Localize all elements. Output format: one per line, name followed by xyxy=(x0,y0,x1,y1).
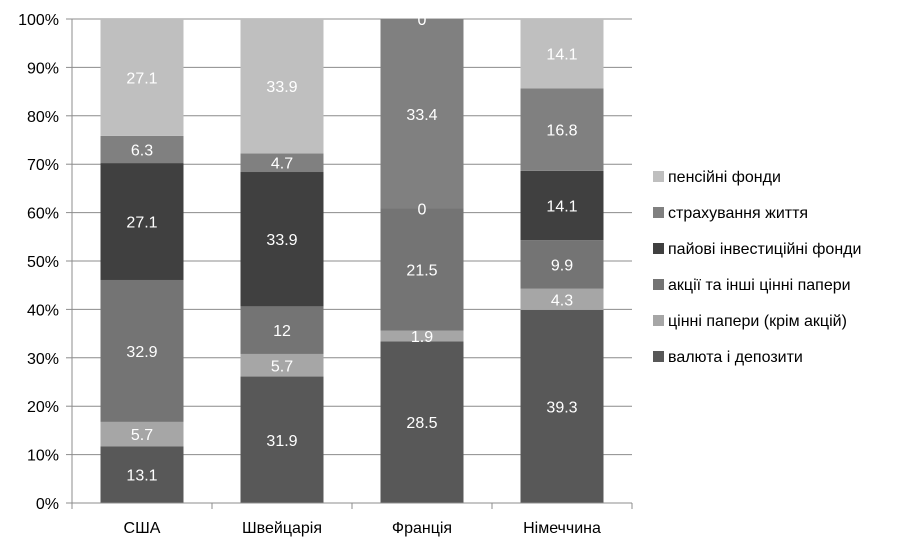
legend-swatch xyxy=(653,171,664,182)
data-label: 5.7 xyxy=(131,427,153,444)
bar-segment xyxy=(380,19,464,209)
y-tick-label: 90% xyxy=(27,60,59,77)
bar-segment xyxy=(100,279,184,422)
y-tick-label: 100% xyxy=(18,12,59,29)
data-labels: 13.1 5.7 32.9 27.1 6.3 27.1 31.9 5.7 12 33.9 4.7 33… xyxy=(126,12,577,485)
legend-label: страхування життя xyxy=(668,205,808,222)
legend-swatch xyxy=(653,207,664,218)
data-label: 12 xyxy=(273,323,291,340)
y-tick-label: 10% xyxy=(27,448,59,465)
data-label: 32.9 xyxy=(126,344,157,361)
bar-segment xyxy=(240,19,324,154)
y-tick-label: 0% xyxy=(36,496,59,513)
x-category-label: Німеччина xyxy=(523,520,601,537)
data-label: 1.9 xyxy=(411,329,433,346)
bar-segment xyxy=(380,341,464,503)
data-label: 14.1 xyxy=(546,198,577,215)
bar-segment xyxy=(240,376,324,503)
x-category-label: США xyxy=(124,520,161,537)
bar-segment xyxy=(520,309,604,503)
data-label: 27.1 xyxy=(126,70,157,87)
y-tick-label: 40% xyxy=(27,302,59,319)
bar-segment xyxy=(520,240,604,289)
data-label: 31.9 xyxy=(266,433,297,450)
legend-swatch xyxy=(653,315,664,326)
data-label: 13.1 xyxy=(126,468,157,485)
legend-swatch xyxy=(653,351,664,362)
bar-segment xyxy=(100,135,184,164)
bar-segment xyxy=(240,306,324,354)
data-label: 33.9 xyxy=(266,232,297,249)
y-tick-label: 50% xyxy=(27,254,59,271)
bar-segment xyxy=(520,170,604,241)
data-label: 4.7 xyxy=(271,156,293,173)
data-label: 27.1 xyxy=(126,215,157,232)
bar-segment xyxy=(380,208,464,331)
bar-segment xyxy=(380,330,464,342)
y-axis-ticks: 0% 10% 20% 30% 40% 50% 60% 70% 80% 90% 100% xyxy=(18,12,73,513)
x-axis: США Швейцарія Франція Німеччина xyxy=(71,502,633,537)
legend-label: валюта і депозити xyxy=(668,349,803,366)
data-label: 33.9 xyxy=(266,79,297,96)
bar-segment xyxy=(240,172,324,307)
data-label: 6.3 xyxy=(131,142,153,159)
legend-swatch xyxy=(653,279,664,290)
x-category-label: Франція xyxy=(392,520,452,537)
legend-swatch xyxy=(653,243,664,254)
data-label: 0 xyxy=(418,202,427,219)
data-label: 4.3 xyxy=(551,292,573,309)
bar-segment xyxy=(100,421,184,447)
data-label: 16.8 xyxy=(546,123,577,140)
legend-label: пенсійні фонди xyxy=(668,169,781,186)
y-tick-label: 20% xyxy=(27,399,59,416)
data-label: 9.9 xyxy=(551,257,573,274)
legend: пенсійні фонди страхування життя пайові ін… xyxy=(653,169,861,366)
y-tick-label: 30% xyxy=(27,351,59,368)
legend-label: цінні папери (крім акцій) xyxy=(668,313,847,330)
bar-segment xyxy=(520,288,604,310)
data-label: 0 xyxy=(418,12,427,29)
y-tick-label: 70% xyxy=(27,157,59,174)
data-label: 39.3 xyxy=(546,399,577,416)
legend-label: пайові інвестиційні фонди xyxy=(668,241,861,258)
y-tick-label: 80% xyxy=(27,109,59,126)
bar-segment xyxy=(100,19,184,136)
data-label: 33.4 xyxy=(406,107,437,124)
data-label: 14.1 xyxy=(546,47,577,64)
bar-segment xyxy=(520,88,604,171)
bar-segment xyxy=(240,353,324,377)
bar-segment xyxy=(240,153,324,173)
x-category-label: Швейцарія xyxy=(242,520,322,537)
bar-segment xyxy=(100,446,184,503)
bar-segment xyxy=(520,19,604,89)
legend-label: акції та інші цінні папери xyxy=(668,277,851,294)
y-tick-label: 60% xyxy=(27,206,59,223)
data-label: 21.5 xyxy=(406,263,437,280)
data-label: 5.7 xyxy=(271,358,293,375)
bars xyxy=(100,19,604,503)
bar-segment xyxy=(100,163,184,280)
data-label: 28.5 xyxy=(406,415,437,432)
